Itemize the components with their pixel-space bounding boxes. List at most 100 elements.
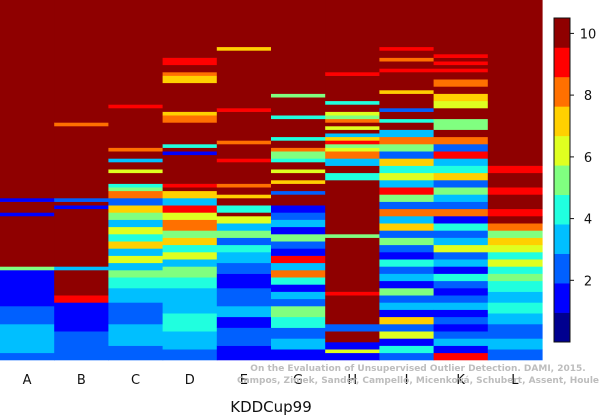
heatmap-cell-G-23 bbox=[271, 172, 326, 181]
heatmap-cell-G-30 bbox=[271, 136, 326, 141]
heatmap-cell-I-16 bbox=[379, 237, 435, 246]
heatmap-cell-B-5 bbox=[54, 208, 109, 267]
heatmap-cell-I-35 bbox=[379, 108, 435, 112]
colorbar-segment-6 bbox=[554, 135, 570, 166]
heatmap-cell-L-19 bbox=[487, 172, 543, 188]
heatmap-cell-K-12 bbox=[433, 266, 489, 274]
heatmap-cell-D-10 bbox=[162, 230, 218, 238]
heatmap-cell-G-27 bbox=[271, 151, 326, 159]
heatmap-cell-K-26 bbox=[433, 165, 489, 174]
heatmap-cell-I-2 bbox=[379, 338, 435, 346]
heatmap-cell-K-11 bbox=[433, 273, 489, 282]
heatmap-cell-D-9 bbox=[162, 237, 218, 246]
heatmap-cell-D-8 bbox=[162, 244, 218, 253]
heatmap-cell-G-34 bbox=[271, 93, 326, 98]
heatmap-cell-L-20 bbox=[487, 165, 543, 174]
colorbar-segment-8 bbox=[554, 76, 570, 107]
heatmap-cell-G-29 bbox=[271, 140, 326, 148]
heatmap-cell-H-20 bbox=[325, 126, 380, 130]
heatmap-cell-L-12 bbox=[487, 237, 543, 246]
heatmap-cell-C-7 bbox=[108, 255, 164, 264]
heatmap-cell-I-6 bbox=[379, 309, 435, 318]
heatmap-cell-E-11 bbox=[216, 223, 272, 231]
colorbar-tick-label-8: 8 bbox=[584, 89, 592, 104]
heatmap-cell-G-12 bbox=[271, 248, 326, 256]
heatmap-cell-G-18 bbox=[271, 205, 326, 213]
heatmap-cell-K-9 bbox=[433, 288, 489, 296]
heatmap-cell-L-21 bbox=[487, 0, 543, 166]
heatmap-cell-D-25 bbox=[162, 104, 218, 112]
heatmap-cell-I-22 bbox=[379, 194, 435, 202]
heatmap-cell-D-16 bbox=[162, 187, 218, 192]
heatmap-cell-D-18 bbox=[162, 154, 218, 184]
heatmap-cell-D-7 bbox=[162, 252, 218, 260]
heatmap-cell-C-1 bbox=[108, 324, 164, 346]
heatmap-cell-E-6 bbox=[216, 262, 272, 274]
credit-watermark: On the Evaluation of Unsupervised Outlie… bbox=[237, 364, 599, 386]
heatmap-cell-D-0 bbox=[162, 349, 218, 361]
heatmap-cell-G-7 bbox=[271, 284, 326, 292]
heatmap-cell-E-13 bbox=[216, 212, 272, 217]
x-tick-label-H: H bbox=[347, 373, 357, 388]
x-tick-label-E: E bbox=[240, 373, 248, 388]
heatmap-cell-K-33 bbox=[433, 108, 489, 120]
heatmap-cell-L-18 bbox=[487, 187, 543, 195]
heatmap-cell-E-20 bbox=[216, 158, 272, 163]
heatmap-cell-D-4 bbox=[162, 277, 218, 289]
credit-line-2: Campos, Zimek, Sander, Campello, Micenko… bbox=[237, 376, 599, 386]
heatmap-cell-H-5 bbox=[325, 295, 380, 325]
colorbar-segment-1 bbox=[554, 283, 570, 313]
heatmap-cell-I-43 bbox=[379, 46, 435, 51]
heatmap-cell-I-5 bbox=[379, 316, 435, 325]
heatmap-cell-G-11 bbox=[271, 255, 326, 264]
heatmap-cell-E-5 bbox=[216, 273, 272, 289]
heatmap-cell-I-29 bbox=[379, 144, 435, 152]
x-tick-label-I: I bbox=[405, 373, 409, 388]
heatmap-cell-C-22 bbox=[108, 158, 164, 163]
heatmap-cell-K-22 bbox=[433, 194, 489, 202]
heatmap-cell-K-34 bbox=[433, 100, 489, 109]
heatmap-cell-G-33 bbox=[271, 97, 326, 116]
heatmap-cell-L-11 bbox=[487, 244, 543, 253]
heatmap-cell-C-16 bbox=[108, 190, 164, 199]
heatmap-cell-I-34 bbox=[379, 111, 435, 120]
heatmap-cell-I-36 bbox=[379, 93, 435, 109]
heatmap-cell-B-6 bbox=[54, 205, 109, 210]
heatmap-cell-L-2 bbox=[487, 324, 543, 339]
heatmap-cell-C-17 bbox=[108, 187, 164, 192]
heatmap-cell-K-35 bbox=[433, 93, 489, 102]
heatmap-cell-K-5 bbox=[433, 316, 489, 325]
heatmap-cell-K-40 bbox=[433, 64, 489, 69]
heatmap-cell-K-27 bbox=[433, 158, 489, 166]
heatmap-cell-G-35 bbox=[271, 0, 326, 94]
heatmap-cell-G-4 bbox=[271, 306, 326, 318]
heatmap-cell-B-1 bbox=[54, 302, 109, 332]
heatmap-cell-G-9 bbox=[271, 270, 326, 278]
heatmap-cell-C-24 bbox=[108, 147, 164, 152]
heatmap-cell-C-0 bbox=[108, 345, 164, 361]
heatmap-cell-C-9 bbox=[108, 241, 164, 249]
colorbar-segment-3 bbox=[554, 224, 570, 254]
colorbar-segment-9 bbox=[554, 47, 570, 78]
heatmap-cell-K-42 bbox=[433, 57, 489, 62]
heatmap-cell-E-19 bbox=[216, 162, 272, 184]
heatmap-cell-C-3 bbox=[108, 288, 164, 303]
heatmap-cell-E-17 bbox=[216, 187, 272, 195]
heatmap-cell-G-24 bbox=[271, 169, 326, 174]
colorbar-tick-label-6: 6 bbox=[584, 151, 592, 166]
heatmap-cell-H-12 bbox=[325, 158, 380, 166]
heatmap-cell-D-3 bbox=[162, 288, 218, 314]
heatmap-cell-E-15 bbox=[216, 198, 272, 206]
heatmap-cell-H-23 bbox=[325, 115, 380, 120]
heatmap-cell-I-42 bbox=[379, 50, 435, 58]
heatmap-cell-L-10 bbox=[487, 252, 543, 260]
heatmap-cell-H-17 bbox=[325, 136, 380, 141]
heatmap-cell-D-17 bbox=[162, 183, 218, 188]
heatmap-cell-A-8 bbox=[0, 198, 55, 202]
heatmap-cell-K-25 bbox=[433, 172, 489, 181]
heatmap-cell-A-3 bbox=[0, 270, 55, 307]
heatmap-cell-G-19 bbox=[271, 194, 326, 206]
heatmap-cell-I-18 bbox=[379, 223, 435, 231]
heatmap-cell-H-4 bbox=[325, 324, 380, 332]
